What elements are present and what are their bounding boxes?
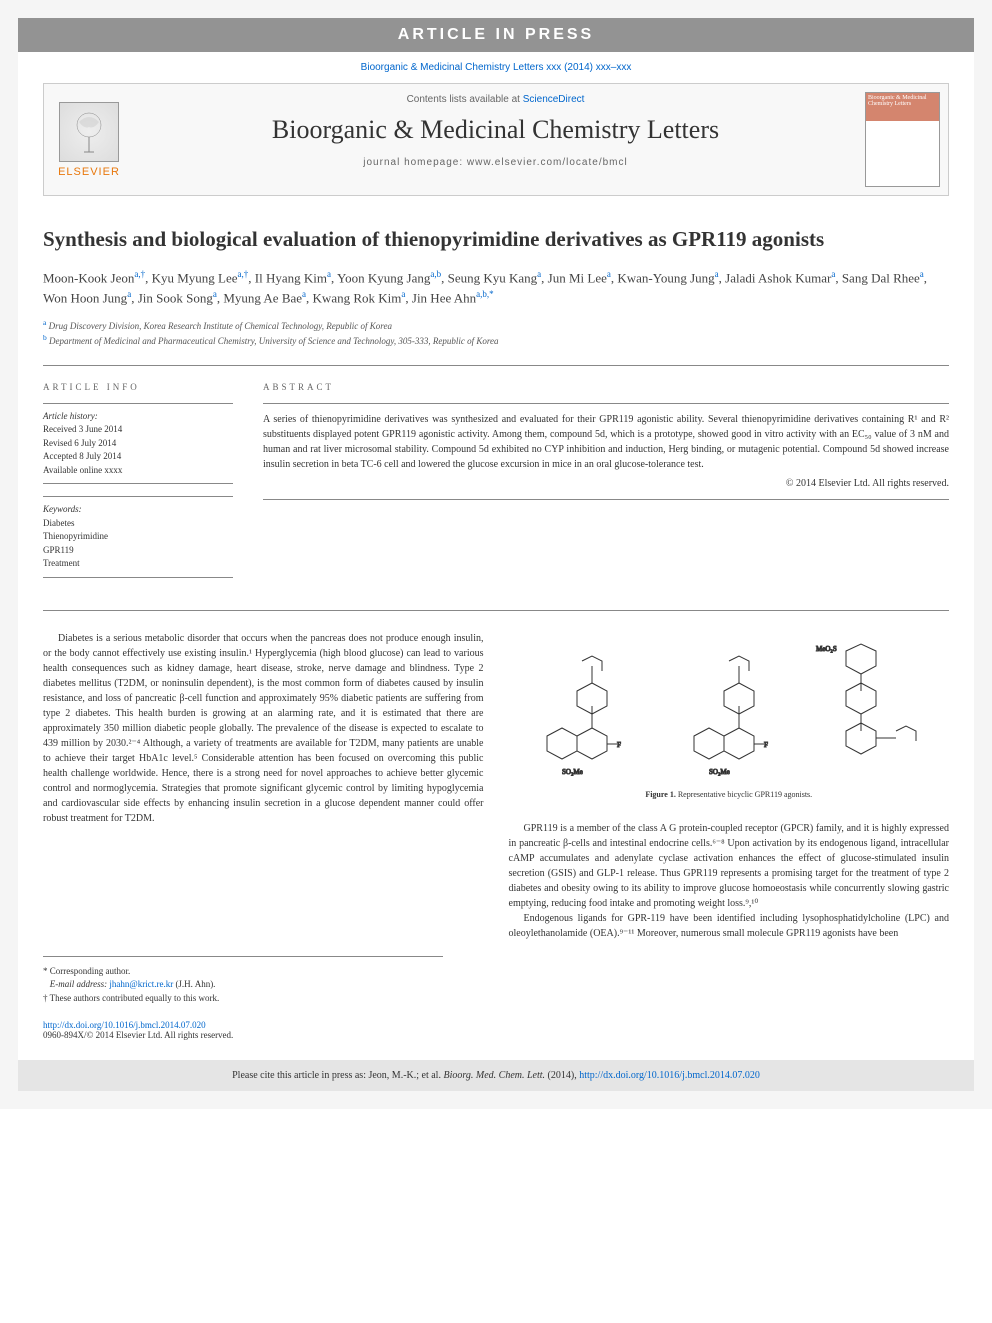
author: Sang Dal Rhee (842, 271, 920, 286)
keywords-block: Keywords: DiabetesThienopyrimidineGPR119… (43, 496, 233, 578)
footnotes: * Corresponding author. E-mail address: … (43, 956, 443, 1006)
body-para-2: GPR119 is a member of the class A G prot… (509, 821, 950, 911)
body-para-1: Diabetes is a serious metabolic disorder… (43, 631, 484, 826)
doi-link[interactable]: http://dx.doi.org/10.1016/j.bmcl.2014.07… (43, 1020, 206, 1030)
elsevier-tree-icon (59, 102, 119, 162)
page-wrapper: ARTICLE IN PRESS Bioorganic & Medicinal … (0, 0, 992, 1109)
author: Kwang Rok Kim (313, 290, 402, 305)
citation-footer: Please cite this article in press as: Je… (18, 1060, 974, 1091)
author: Jin Hee Ahn (412, 290, 476, 305)
accepted-date: Accepted 8 July 2014 (43, 450, 233, 464)
author: Jun Mi Lee (548, 271, 607, 286)
author: Kwan-Young Jung (617, 271, 714, 286)
revised-date: Revised 6 July 2014 (43, 437, 233, 451)
sciencedirect-link[interactable]: ScienceDirect (523, 94, 585, 105)
email-label: E-mail address: (50, 979, 110, 989)
info-abstract-row: ARTICLE INFO Article history: Received 3… (43, 381, 949, 590)
author: Moon-Kook Jeon (43, 271, 134, 286)
article-info-heading: ARTICLE INFO (43, 381, 233, 395)
author: Myung Ae Bae (223, 290, 302, 305)
author: Won Hoon Jung (43, 290, 127, 305)
cover-label: Bioorganic & Medicinal Chemistry Letters (868, 95, 937, 107)
figure-1: SO₂Me F (509, 631, 950, 781)
journal-title: Bioorganic & Medicinal Chemistry Letters (144, 115, 847, 145)
body-columns: Diabetes is a serious metabolic disorder… (43, 631, 949, 941)
corresponding-footnote: * Corresponding author. (43, 965, 443, 979)
chemical-structure-2: SO₂Me F (664, 636, 794, 776)
abstract-text: A series of thienopyrimidine derivatives… (263, 412, 949, 472)
figure-1-caption: Figure 1. Representative bicyclic GPR119… (509, 789, 950, 801)
header-center: Contents lists available at ScienceDirec… (134, 84, 857, 195)
affiliation: b Department of Medicinal and Pharmaceut… (43, 333, 949, 348)
cite-journal: Bioorg. Med. Chem. Lett. (443, 1070, 545, 1081)
doi-block: http://dx.doi.org/10.1016/j.bmcl.2014.07… (43, 1020, 949, 1040)
body-column-right: SO₂Me F (509, 631, 950, 941)
chemical-structure-3: MeO₂S (811, 636, 941, 776)
corresponding-email-link[interactable]: jhahn@krict.re.kr (109, 979, 173, 989)
article-history-block: Article history: Received 3 June 2014 Re… (43, 403, 233, 485)
author: Seung Kyu Kang (448, 271, 538, 286)
divider-top (43, 365, 949, 366)
cite-doi-link[interactable]: http://dx.doi.org/10.1016/j.bmcl.2014.07… (579, 1070, 760, 1081)
publisher-name: ELSEVIER (58, 166, 120, 178)
divider-mid (43, 610, 949, 611)
journal-cover-thumbnail: Bioorganic & Medicinal Chemistry Letters (865, 92, 940, 187)
abstract-column: ABSTRACT A series of thienopyrimidine de… (263, 381, 949, 590)
svg-text:MeO₂S: MeO₂S (816, 645, 837, 653)
affiliations: a Drug Discovery Division, Korea Researc… (43, 318, 949, 347)
email-suffix: (J.H. Ahn). (175, 979, 215, 989)
available-date: Available online xxxx (43, 464, 233, 478)
svg-text:F: F (764, 741, 768, 749)
journal-reference-line: Bioorganic & Medicinal Chemistry Letters… (18, 52, 974, 83)
cite-prefix: Please cite this article in press as: Je… (232, 1070, 443, 1081)
author: Yoon Kyung Jang (337, 271, 430, 286)
issn-copyright: 0960-894X/© 2014 Elsevier Ltd. All right… (43, 1030, 233, 1040)
author: Kyu Myung Lee (152, 271, 238, 286)
svg-text:F: F (617, 741, 621, 749)
authors-list: Moon-Kook Jeona,†, Kyu Myung Leea,†, Il … (43, 268, 949, 308)
paper-page: ARTICLE IN PRESS Bioorganic & Medicinal … (18, 18, 974, 1091)
journal-header-box: ELSEVIER Contents lists available at Sci… (43, 83, 949, 196)
equal-contribution-footnote: † These authors contributed equally to t… (43, 992, 443, 1006)
keyword: GPR119 (43, 544, 233, 558)
article-info-column: ARTICLE INFO Article history: Received 3… (43, 381, 233, 590)
cite-year: (2014), (548, 1070, 580, 1081)
journal-homepage-line: journal homepage: www.elsevier.com/locat… (144, 157, 847, 168)
affiliation: a Drug Discovery Division, Korea Researc… (43, 318, 949, 333)
keywords-label: Keywords: (43, 503, 233, 517)
body-para-3: Endogenous ligands for GPR-119 have been… (509, 911, 950, 941)
history-label: Article history: (43, 410, 233, 424)
contents-prefix: Contents lists available at (407, 94, 523, 105)
abstract-copyright: © 2014 Elsevier Ltd. All rights reserved… (263, 476, 949, 491)
contents-line: Contents lists available at ScienceDirec… (144, 94, 847, 105)
publisher-logo: ELSEVIER (44, 84, 134, 195)
article-in-press-banner: ARTICLE IN PRESS (18, 18, 974, 52)
keyword: Diabetes (43, 517, 233, 531)
figure-1-caption-text: Representative bicyclic GPR119 agonists. (678, 790, 812, 799)
homepage-prefix: journal homepage: (363, 157, 467, 168)
keyword: Treatment (43, 557, 233, 571)
article-title: Synthesis and biological evaluation of t… (43, 226, 949, 253)
author: Il Hyang Kim (255, 271, 327, 286)
keyword: Thienopyrimidine (43, 530, 233, 544)
abstract-heading: ABSTRACT (263, 381, 949, 395)
svg-text:SO₂Me: SO₂Me (562, 768, 583, 776)
chemical-structure-1: SO₂Me F (517, 636, 647, 776)
svg-text:SO₂Me: SO₂Me (709, 768, 730, 776)
body-column-left: Diabetes is a serious metabolic disorder… (43, 631, 484, 941)
homepage-url: www.elsevier.com/locate/bmcl (467, 157, 628, 168)
author: Jaladi Ashok Kumar (725, 271, 831, 286)
received-date: Received 3 June 2014 (43, 423, 233, 437)
author: Jin Sook Song (138, 290, 213, 305)
email-footnote: E-mail address: jhahn@krict.re.kr (J.H. … (43, 978, 443, 992)
